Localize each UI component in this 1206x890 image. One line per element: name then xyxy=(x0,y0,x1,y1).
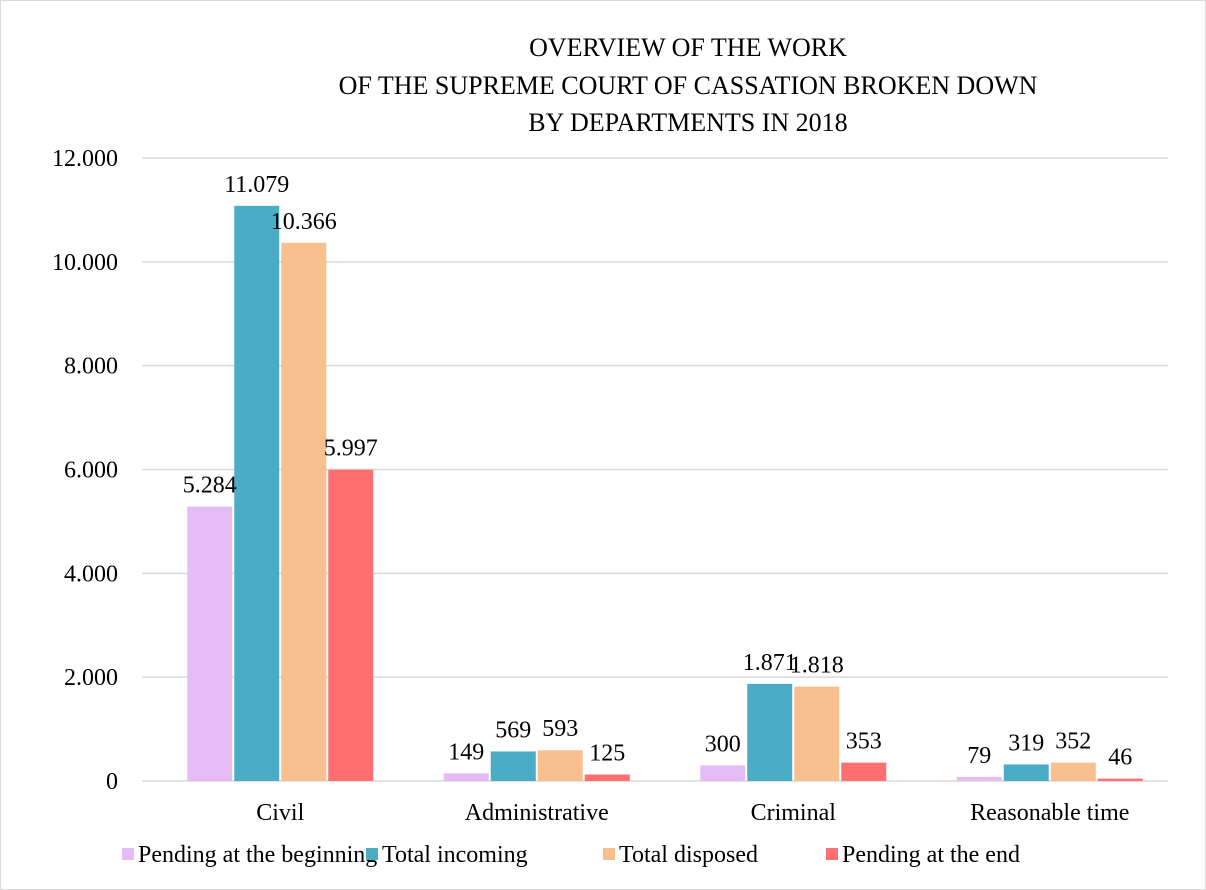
legend-item: Total disposed xyxy=(603,842,758,868)
data-label: 79 xyxy=(967,743,991,769)
data-label: 149 xyxy=(448,739,484,765)
y-tick-label: 8.000 xyxy=(64,354,118,380)
bar xyxy=(584,774,630,781)
legend-item: Pending at the beginning xyxy=(122,842,377,868)
bar xyxy=(794,686,840,781)
data-label: 319 xyxy=(1008,730,1044,756)
x-tick-label: Criminal xyxy=(751,800,837,826)
legend: Pending at the beginning Total incoming To… xyxy=(122,842,1020,868)
legend-swatch xyxy=(122,848,134,860)
x-tick-label: Administrative xyxy=(465,800,609,826)
x-axis-tick-labels: Civil Administrative Criminal Reasonable ti… xyxy=(256,800,1129,826)
bars xyxy=(187,205,1143,781)
data-label: 46 xyxy=(1108,745,1132,771)
bar xyxy=(700,765,746,781)
bar xyxy=(956,776,1002,781)
bar xyxy=(281,242,327,781)
bar xyxy=(1003,764,1049,781)
legend-label: Total incoming xyxy=(382,842,528,868)
data-label: 125 xyxy=(589,741,625,767)
bar xyxy=(537,750,583,781)
y-tick-label: 10.000 xyxy=(52,250,118,276)
y-tick-label: 2.000 xyxy=(64,665,118,691)
data-label: 11.079 xyxy=(224,172,289,198)
chart-title-line-1: OVERVIEW OF THE WORK xyxy=(529,33,847,62)
y-tick-label: 12.000 xyxy=(52,146,118,172)
data-label: 569 xyxy=(495,717,531,743)
y-tick-label: 6.000 xyxy=(64,458,118,484)
bar xyxy=(1050,762,1096,781)
legend-label: Pending at the beginning xyxy=(138,842,377,868)
y-tick-label: 0 xyxy=(106,769,118,795)
x-tick-label: Civil xyxy=(256,800,304,826)
bar xyxy=(1097,778,1143,781)
legend-swatch xyxy=(826,848,838,860)
bar xyxy=(747,683,793,781)
y-tick-label: 4.000 xyxy=(64,561,118,587)
legend-swatch xyxy=(366,848,378,860)
bar xyxy=(443,773,489,781)
y-axis-tick-labels: 0 2.000 4.000 6.000 8.000 10.000 12.000 xyxy=(52,146,118,795)
data-label: 5.284 xyxy=(183,473,237,499)
bar xyxy=(841,762,887,781)
chart-title: OVERVIEW OF THE WORK OF THE SUPREME COUR… xyxy=(339,33,1038,137)
chart-title-line-2: OF THE SUPREME COURT OF CASSATION BROKEN… xyxy=(339,71,1038,100)
bar xyxy=(187,506,233,781)
data-label: 352 xyxy=(1055,729,1091,755)
data-label: 593 xyxy=(542,716,578,742)
bar xyxy=(328,469,374,781)
legend-swatch xyxy=(603,848,615,860)
bar xyxy=(234,205,280,781)
x-tick-label: Reasonable time xyxy=(970,800,1129,826)
legend-item: Pending at the end xyxy=(826,842,1020,868)
chart-title-line-3: BY DEPARTMENTS IN 2018 xyxy=(528,108,847,137)
data-label: 1.871 xyxy=(743,650,797,676)
bar xyxy=(490,751,536,781)
data-label: 5.997 xyxy=(324,436,378,462)
legend-label: Total disposed xyxy=(619,842,758,868)
data-label: 353 xyxy=(846,729,882,755)
data-label: 1.818 xyxy=(790,653,844,679)
data-label: 300 xyxy=(705,731,741,757)
legend-item: Total incoming xyxy=(366,842,528,868)
data-label: 10.366 xyxy=(271,209,337,235)
legend-label: Pending at the end xyxy=(842,842,1020,868)
data-labels: 5.284 11.079 10.366 5.997 149 569 593 125 300 1.8… xyxy=(183,172,1133,771)
